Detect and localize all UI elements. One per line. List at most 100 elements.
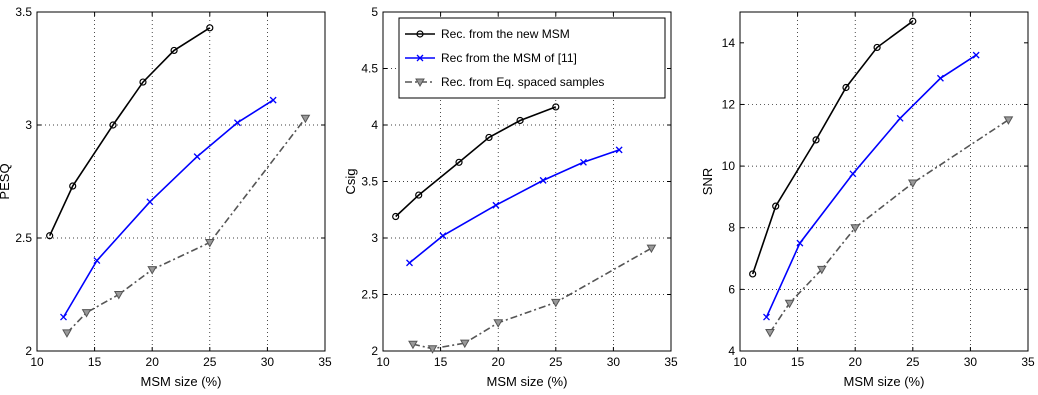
legend-entry: Rec. from Eq. spaced samples (441, 75, 604, 89)
data-point (816, 265, 827, 275)
chart-panel-1: 10 15 20 25 30 35 2 2.5 3 3.5 MSM size (%) PESQ (0, 5, 332, 389)
y-tick-label: 4 (728, 344, 735, 358)
data-point (812, 136, 820, 144)
plot-frame (36, 11, 326, 352)
x-tick-label: 10 (30, 355, 44, 369)
data-point (936, 74, 944, 82)
x-axis-label: MSM size (%) (141, 374, 222, 389)
data-point (896, 114, 904, 122)
series-2 (60, 96, 277, 321)
data-point (233, 119, 241, 127)
data-point (300, 114, 311, 124)
y-tick-label: 4.5 (361, 62, 378, 76)
data-point (62, 329, 72, 338)
x-tick-label: 15 (791, 355, 805, 369)
x-tick-label: 20 (146, 355, 160, 369)
y-tick-label: 8 (728, 221, 735, 235)
legend-entry: Rec. from the new MSM (441, 27, 570, 41)
series-3 (765, 116, 1014, 338)
data-point (842, 83, 850, 92)
data-point (146, 198, 154, 206)
data-point (60, 313, 67, 321)
data-point (427, 345, 438, 354)
plot-frame (739, 11, 1029, 352)
data-point (615, 146, 623, 154)
x-tick-label: 20 (492, 355, 506, 369)
data-point (93, 257, 101, 265)
data-point (170, 46, 178, 55)
data-point (485, 133, 493, 142)
legend-marker (415, 78, 425, 88)
y-tick-label: 2 (371, 344, 378, 358)
data-point (492, 201, 500, 209)
legend-marker (416, 30, 424, 38)
chart-panel-2: 10 15 20 25 30 35 2 2.5 3 3.5 4 4.5 5 MSM size (%) Csi… (343, 5, 678, 389)
series-line (66, 117, 307, 334)
y-tick-label: 12 (722, 97, 736, 111)
data-point (493, 319, 504, 328)
chart-panel-3: 10 15 20 25 30 35 4 6 8 10 12 14 MSM size (%) SNR (700, 11, 1035, 389)
y-tick-label: 3.5 (361, 175, 378, 189)
data-point (81, 309, 92, 318)
y-tick-label: 3.5 (15, 5, 32, 19)
data-point (204, 239, 215, 248)
data-point (415, 191, 423, 199)
data-point (579, 158, 587, 166)
y-axis-label: Csig (343, 168, 358, 194)
x-tick-label: 10 (376, 355, 390, 369)
data-point (539, 176, 547, 184)
series-1 (392, 103, 560, 221)
series-3 (408, 244, 657, 354)
data-point (516, 116, 524, 125)
y-axis-label: SNR (700, 168, 715, 195)
series-line (765, 54, 977, 318)
series-line (769, 119, 1009, 333)
series-2 (763, 51, 980, 321)
x-tick-label: 25 (906, 355, 920, 369)
data-point (139, 78, 147, 86)
legend: Rec. from the new MSM Rec from the MSM of… (398, 17, 666, 99)
series-2 (406, 146, 623, 267)
x-tick-label: 30 (964, 355, 978, 369)
x-axis-label: MSM size (%) (844, 374, 925, 389)
series-line (62, 99, 274, 318)
y-tick-label: 3 (371, 231, 378, 245)
data-point (406, 259, 413, 267)
y-tick-label: 4 (371, 118, 378, 132)
y-tick-label: 14 (722, 36, 736, 50)
data-point (1003, 116, 1014, 125)
legend-marker (416, 54, 424, 62)
legend-box (398, 17, 666, 99)
y-tick-label: 2.5 (361, 288, 378, 302)
x-tick-label: 35 (664, 355, 678, 369)
data-point (972, 51, 980, 59)
data-point (909, 17, 917, 25)
y-tick-label: 2 (25, 344, 32, 358)
series-line (48, 27, 211, 237)
x-tick-label: 15 (88, 355, 102, 369)
x-axis-label: MSM size (%) (487, 374, 568, 389)
series-line (395, 106, 557, 218)
legend-entry: Rec from the MSM of [11] (441, 51, 577, 65)
data-point (763, 313, 770, 321)
x-tick-label: 30 (607, 355, 621, 369)
data-point (849, 170, 857, 178)
data-point (550, 298, 561, 308)
y-tick-label: 6 (728, 282, 735, 296)
x-tick-label: 20 (849, 355, 863, 369)
y-tick-label: 5 (371, 5, 378, 19)
data-point (765, 329, 775, 338)
x-tick-label: 35 (318, 355, 332, 369)
data-point (907, 179, 918, 189)
y-axis-label: PESQ (0, 163, 12, 199)
data-point (147, 266, 158, 275)
data-point (408, 340, 418, 350)
x-tick-label: 10 (733, 355, 747, 369)
data-point (749, 270, 757, 278)
series-1 (46, 24, 214, 240)
x-tick-label: 25 (203, 355, 217, 369)
series-3 (62, 114, 311, 338)
series-1 (749, 17, 917, 278)
series-line (408, 149, 620, 264)
